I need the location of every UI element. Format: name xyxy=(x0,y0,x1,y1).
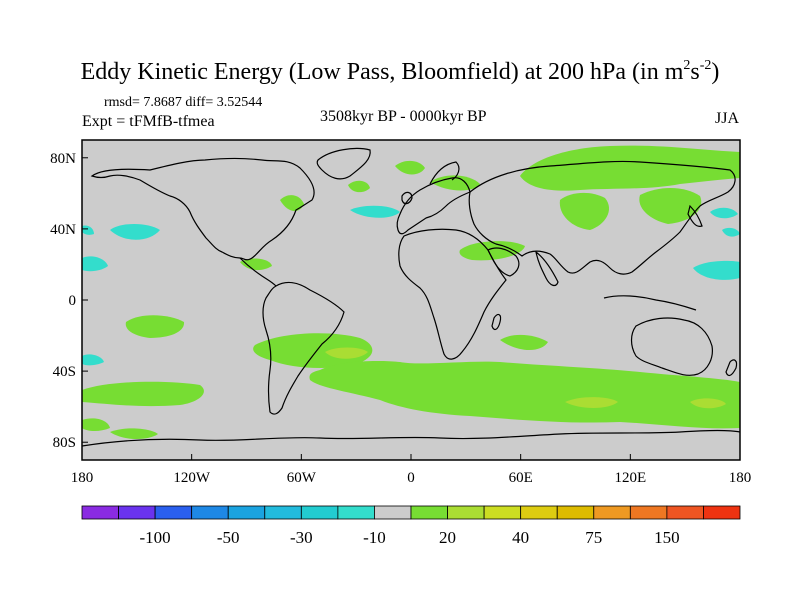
colorbar-swatch xyxy=(338,506,375,519)
lon-tick-label: 60E xyxy=(509,470,533,486)
colorbar-label: -30 xyxy=(290,528,313,547)
map-figure: 80N40N040S80S180 120W 60W 0 60E 120E 180 -100-… xyxy=(0,0,800,600)
lat-tick-label: 40S xyxy=(53,364,76,380)
lat-tick-label: 40N xyxy=(50,222,76,238)
lat-tick-label: 80N xyxy=(50,151,76,167)
lat-tick-label: 0 xyxy=(69,293,77,309)
lon-tick-label: 0 xyxy=(407,470,415,486)
colorbar-swatch xyxy=(301,506,338,519)
lon-tick-label: 120E xyxy=(614,470,646,486)
colorbar-swatch xyxy=(192,506,229,519)
colorbar-swatch xyxy=(521,506,558,519)
colorbar-swatch xyxy=(374,506,411,519)
lon-tick-label: 60W xyxy=(287,470,317,486)
colorbar-label: 40 xyxy=(512,528,529,547)
colorbar-label: -100 xyxy=(140,528,171,547)
colorbar-swatch xyxy=(119,506,156,519)
lon-tick-label: 180 xyxy=(729,470,752,486)
colorbar-label: 75 xyxy=(585,528,602,547)
colorbar-swatch xyxy=(82,506,119,519)
colorbar-swatch xyxy=(557,506,594,519)
lat-tick-label: 80S xyxy=(53,435,76,451)
colorbar-swatch xyxy=(155,506,192,519)
colorbar-swatch xyxy=(265,506,302,519)
colorbar-swatch xyxy=(448,506,485,519)
colorbar-swatch xyxy=(411,506,448,519)
lon-tick-label: 120W xyxy=(173,470,211,486)
colorbar-label: -50 xyxy=(217,528,240,547)
colorbar-label: 20 xyxy=(439,528,456,547)
lon-tick-label: 180 xyxy=(71,470,94,486)
colorbar-swatch xyxy=(228,506,265,519)
colorbar-swatch xyxy=(703,506,740,519)
colorbar-label: -10 xyxy=(363,528,386,547)
colorbar: -100 -50 -30 -10 20 40 75 150 xyxy=(82,506,740,547)
colorbar-label: 150 xyxy=(654,528,680,547)
colorbar-swatch xyxy=(594,506,631,519)
colorbar-swatch xyxy=(667,506,704,519)
colorbar-swatch xyxy=(630,506,667,519)
colorbar-swatch xyxy=(484,506,521,519)
